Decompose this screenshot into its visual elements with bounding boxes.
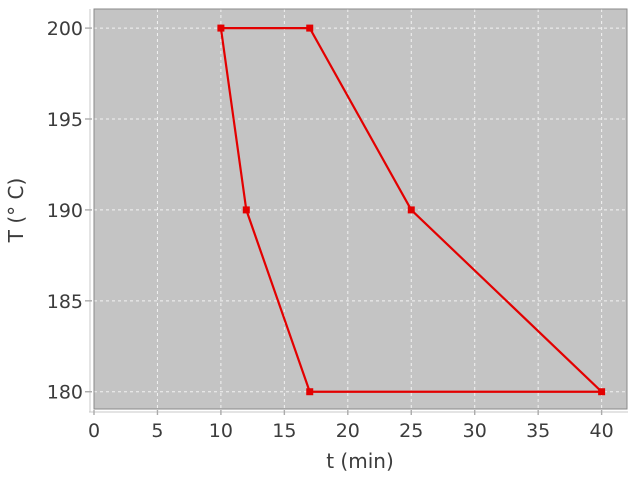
x-tick-label: 25 [399, 420, 423, 442]
plot-background-layer [94, 9, 627, 409]
y-tick-label: 185 [47, 291, 83, 313]
y-axis-label: T (° C) [4, 178, 28, 244]
x-tick-label: 30 [463, 420, 487, 442]
data-point-marker [306, 388, 314, 396]
x-tick-label: 35 [526, 420, 550, 442]
data-point-marker [306, 24, 314, 32]
y-tick-label: 180 [47, 382, 83, 404]
plot-frame-layer [93, 8, 628, 410]
x-tick-label: 20 [336, 420, 360, 442]
x-tick-label: 10 [209, 420, 233, 442]
x-tick-label: 5 [151, 420, 163, 442]
data-point-marker [217, 24, 225, 32]
data-point-marker [242, 206, 250, 214]
plot-frame [93, 8, 628, 410]
x-tick-label: 15 [272, 420, 296, 442]
x-axis-label: t (min) [326, 449, 394, 473]
x-tick-label: 40 [590, 420, 614, 442]
y-tick-label: 190 [47, 200, 83, 222]
data-point-marker [407, 206, 415, 214]
x-tick-label: 0 [88, 420, 100, 442]
y-tick-label: 195 [47, 109, 83, 131]
data-point-marker [598, 388, 606, 396]
plot-background [94, 9, 627, 409]
y-tick-label: 200 [47, 18, 83, 40]
tick-layer: 0 5 10 15 20 25 30 35 40 180 185 190 195 200 [47, 9, 628, 442]
data-series-layer [217, 24, 606, 396]
